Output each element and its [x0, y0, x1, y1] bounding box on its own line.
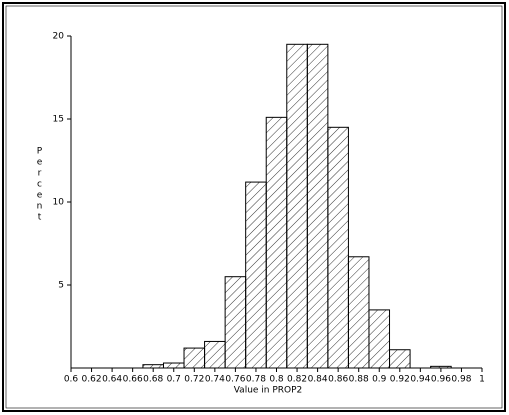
x-tick-label: 0.86 — [328, 375, 348, 385]
bar — [183, 347, 206, 369]
x-tick-label: 0.84 — [308, 375, 328, 385]
x-axis-label: Value in PROP2 — [234, 386, 303, 396]
x-tick-label: 0.92 — [390, 375, 410, 385]
bar — [430, 365, 452, 369]
inner-frame — [5, 5, 503, 409]
y-tick-label: 20 — [53, 32, 65, 42]
bar — [286, 43, 308, 369]
bar — [306, 43, 329, 369]
x-tick-label: 0.82 — [287, 375, 307, 385]
bar — [162, 362, 185, 369]
frame — [2, 2, 506, 412]
y-tick-label: 10 — [53, 198, 65, 208]
x-tick-label: 0.78 — [246, 375, 266, 385]
x-tick-label: 0.68 — [143, 375, 163, 385]
x-tick-label: 0.76 — [225, 375, 245, 385]
bar — [368, 309, 391, 369]
x-tick-label: 0.8 — [269, 375, 284, 385]
x-tick-label: 0.88 — [349, 375, 369, 385]
bar — [204, 340, 226, 369]
x-tick-label: 0.62 — [82, 375, 102, 385]
x-tick-label: 0.6 — [64, 375, 79, 385]
x-tick-label: 0.64 — [102, 375, 122, 385]
x-tick-label: 1 — [479, 375, 485, 385]
bar — [389, 349, 411, 369]
x-tick-label: 0.94 — [410, 375, 430, 385]
bar — [245, 181, 267, 369]
x-tick-label: 0.96 — [431, 375, 451, 385]
y-tick-label: 5 — [58, 281, 64, 291]
x-tick-label: 0.72 — [184, 375, 204, 385]
x-tick-label: 0.9 — [372, 375, 387, 385]
x-tick-label: 0.98 — [451, 375, 471, 385]
y-axis-label: Percent — [35, 147, 45, 224]
x-tick-label: 0.66 — [123, 375, 143, 385]
bar — [265, 116, 288, 369]
bar — [224, 276, 247, 369]
x-tick-label: 0.7 — [167, 375, 181, 385]
bar — [327, 126, 349, 369]
x-tick-label: 0.74 — [205, 375, 225, 385]
y-tick-label: 15 — [53, 115, 64, 125]
bar — [142, 364, 164, 369]
bar — [347, 256, 370, 369]
